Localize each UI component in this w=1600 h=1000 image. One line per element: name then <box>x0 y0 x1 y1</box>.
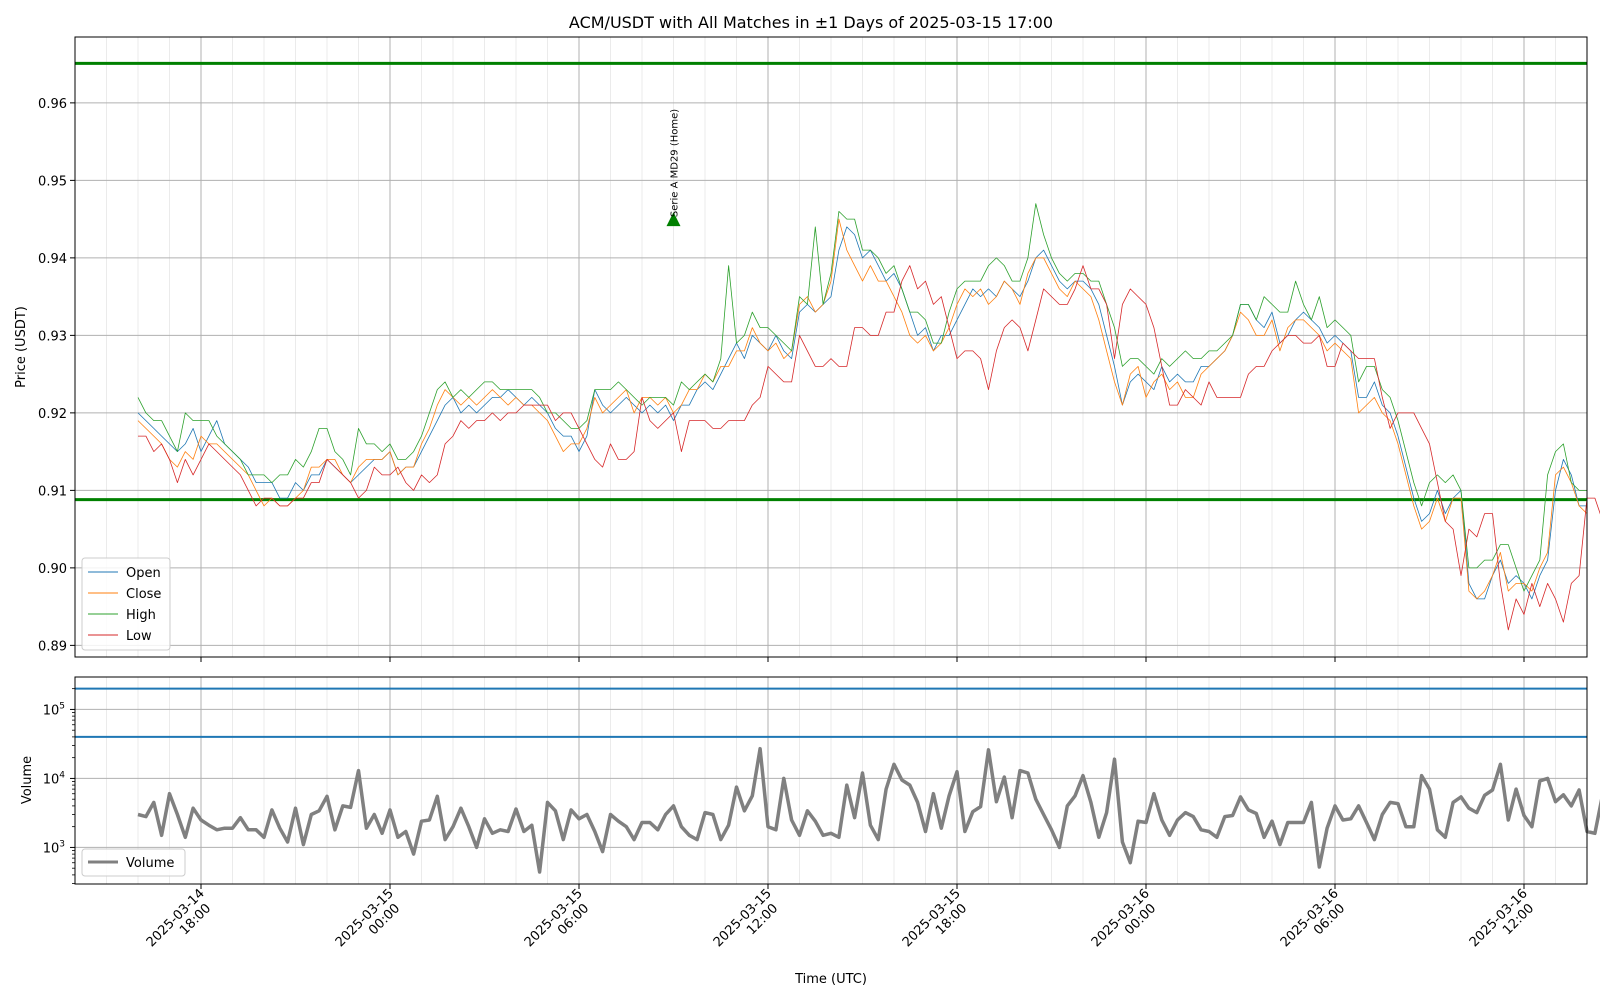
volume-legend-box <box>81 848 186 877</box>
y-tick-exponent: 3 <box>59 839 65 849</box>
y-tick-label: 103 <box>43 839 65 856</box>
y-tick-exponent: 4 <box>59 770 65 780</box>
match-annotation: Serie A MD29 (Home) <box>666 109 681 227</box>
y-tick-base: 10 <box>43 772 60 787</box>
price-x-ticks <box>200 657 1525 662</box>
volume-plot-frame <box>74 676 1588 885</box>
price-line-high <box>137 203 1587 592</box>
price-legend: Open Close High Low <box>81 557 171 651</box>
price-line-low <box>138 265 1600 631</box>
y-tick-label: 0.91 <box>38 484 67 499</box>
price-support-lines <box>75 61 1587 502</box>
legend-high-label: High <box>126 608 156 623</box>
volume-series <box>137 746 1600 874</box>
y-tick-exponent: 5 <box>59 701 65 711</box>
y-tick-label: 0.94 <box>38 252 67 267</box>
match-marker <box>666 212 681 227</box>
y-tick-base: 10 <box>43 703 60 718</box>
legend-open-label: Open <box>126 566 161 581</box>
volume-y-axis-label: Volume <box>20 756 35 804</box>
y-tick-label: 104 <box>43 770 66 787</box>
legend-low-label: Low <box>126 629 152 644</box>
legend-close-label: Close <box>126 587 161 602</box>
y-tick-label: 0.92 <box>38 407 67 422</box>
x-axis-label: Time (UTC) <box>794 972 867 987</box>
match-label: Serie A MD29 (Home) <box>670 109 681 217</box>
legend-volume-label: Volume <box>126 856 174 871</box>
y-tick-label: 0.89 <box>38 639 67 654</box>
price-y-axis: 0.89 0.90 0.91 0.92 0.93 0.94 0.95 0.96 <box>38 97 75 654</box>
price-panel: Serie A MD29 (Home) 0.89 0.90 0.91 0.92 0.93… <box>14 36 1600 662</box>
price-series <box>137 203 1600 631</box>
price-y-axis-label: Price (USDT) <box>14 306 29 388</box>
volume-threshold-lines <box>75 687 1587 738</box>
price-plot-frame <box>74 36 1588 658</box>
y-tick-label: 0.96 <box>38 97 67 112</box>
price-grid <box>74 37 1588 657</box>
volume-line <box>137 746 1600 874</box>
price-legend-box <box>81 557 171 651</box>
y-tick-label: 0.93 <box>38 329 67 344</box>
y-tick-label: 0.90 <box>38 562 67 577</box>
volume-legend: Volume <box>81 848 186 877</box>
y-tick-label: 105 <box>43 701 65 718</box>
y-tick-label: 0.95 <box>38 174 67 189</box>
chart-title: ACM/USDT with All Matches in ±1 Days of … <box>569 13 1053 32</box>
price-line-close <box>137 218 1588 600</box>
y-tick-base: 10 <box>43 841 60 856</box>
